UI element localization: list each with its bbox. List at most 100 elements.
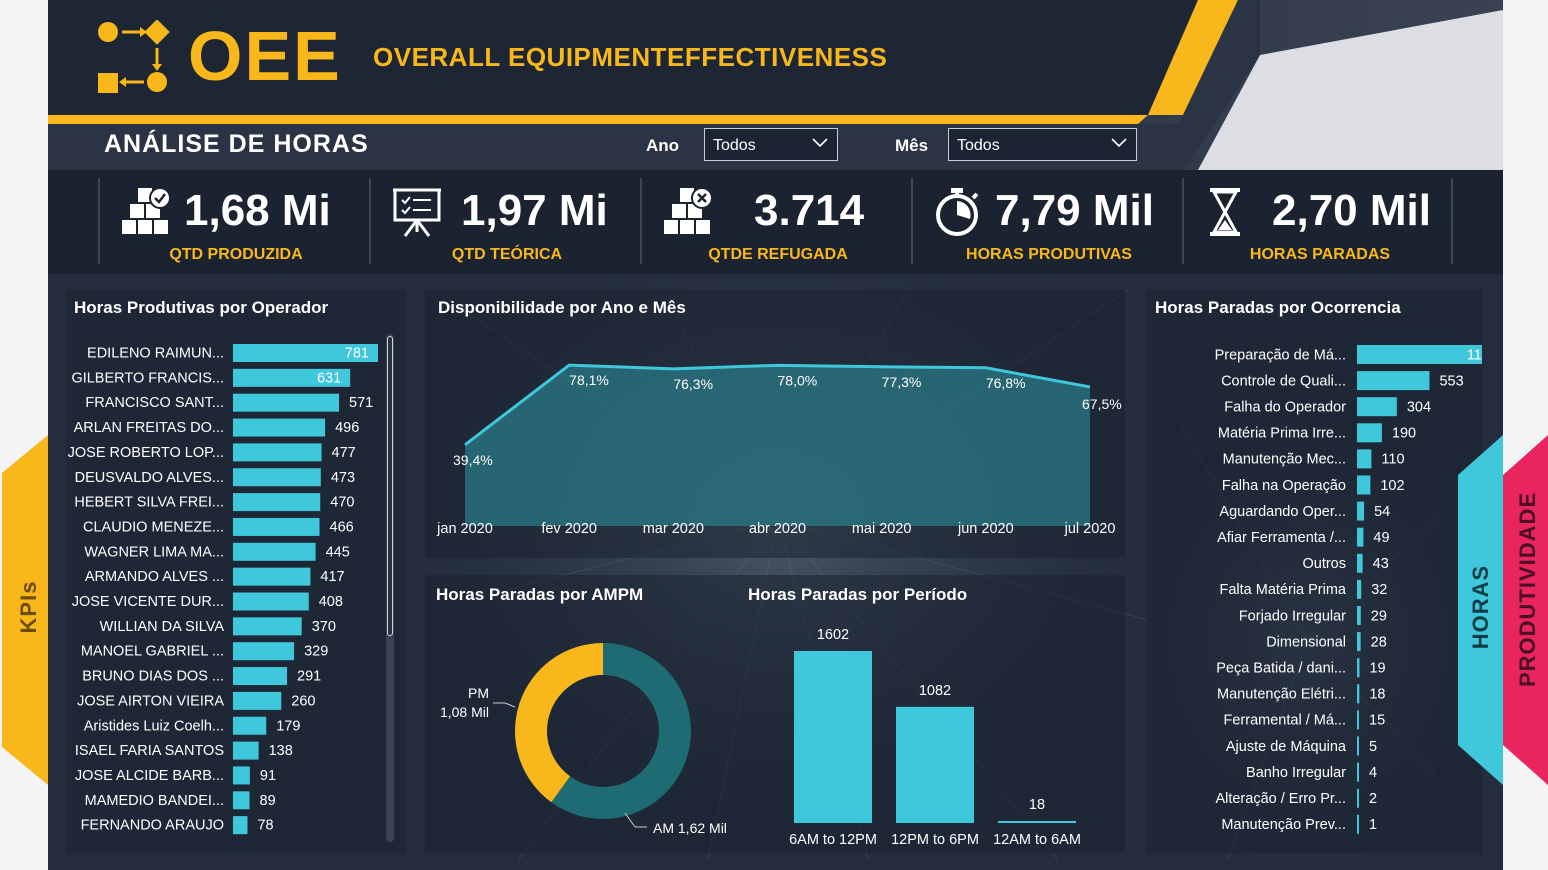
data-label: 32	[1371, 582, 1387, 598]
logo-title: OEE	[188, 17, 342, 95]
period-bar-chart: 1602 6AM to 12PM 1082 12PM to 6PM 18 12AM to …	[789, 627, 1081, 848]
category-label: Manutenção Mec...	[1223, 452, 1346, 468]
data-label: 18	[1369, 687, 1385, 703]
data-label: 329	[304, 644, 328, 660]
presentation-board-icon	[393, 188, 441, 237]
availability-chart: 39,4% 78,1% 76,3% 78,0% 77,3% 76,8% 67,5% jan 2…	[436, 363, 1122, 537]
kpi-separator	[369, 178, 371, 264]
category-label: Falha do Operador	[1224, 399, 1346, 415]
bar	[1357, 371, 1430, 391]
kpi-separator	[98, 178, 100, 264]
filter-ano-dropdown[interactable]: Todos	[704, 128, 838, 161]
horas-side-tab[interactable]	[1458, 435, 1503, 785]
availability-panel: Disponibilidade por Ano e Mês 39,4% 78,1%…	[425, 290, 1125, 558]
data-label: 78	[257, 818, 273, 834]
bar	[233, 517, 320, 536]
filter-mes-label: Mês	[895, 136, 929, 155]
area-fill	[465, 365, 1090, 526]
category-label: Ajuste de Máquina	[1226, 739, 1347, 755]
leader-line	[624, 812, 647, 828]
category-label: ARMANDO ALVES ...	[85, 569, 224, 585]
data-label: 78,0%	[778, 372, 818, 388]
data-label: 466	[330, 519, 354, 535]
category-label: Forjado Irregular	[1239, 608, 1346, 624]
bar	[1357, 632, 1361, 652]
bar	[1357, 736, 1359, 756]
x-tick-label: jun 2020	[957, 521, 1014, 537]
data-label: 5	[1369, 739, 1377, 755]
data-label: 470	[330, 495, 354, 511]
kpi-value: 2,70 Mil	[1272, 186, 1431, 235]
produtividade-side-tab[interactable]	[1503, 435, 1548, 785]
bar	[1357, 814, 1359, 834]
scrollbar-thumb[interactable]	[387, 336, 393, 636]
data-label: 15	[1369, 713, 1385, 729]
category-label: EDILENO RAIMUN...	[87, 346, 224, 362]
data-label: 138	[269, 743, 293, 759]
x-tick-label: abr 2020	[749, 521, 806, 537]
bar	[233, 791, 250, 810]
x-tick-label: 12AM to 6AM	[993, 832, 1081, 848]
bar	[1357, 606, 1361, 625]
bar	[233, 716, 267, 735]
data-label: 91	[260, 768, 276, 784]
bar	[794, 651, 872, 823]
category-label: Manutenção Elétri...	[1217, 687, 1346, 703]
operator-hours-chart: EDILENO RAIMUN... 781 GILBERTO FRANCIS... 6…	[68, 344, 378, 835]
bar	[1357, 658, 1360, 678]
category-label: JOSE VICENTE DUR...	[72, 594, 224, 610]
bar	[233, 642, 295, 661]
data-label: 2	[1369, 791, 1377, 807]
chart-title: Horas Paradas por AMPM	[436, 585, 644, 604]
data-label: 1145	[1467, 347, 1482, 363]
category-label: ISAEL FARIA SANTOS	[75, 743, 224, 759]
bar	[233, 617, 302, 636]
data-label: 19	[1369, 660, 1385, 676]
category-label: Dimensional	[1266, 634, 1346, 650]
chart-title: Disponibilidade por Ano e Mês	[438, 298, 686, 317]
data-label: 291	[297, 669, 321, 685]
category-label: Outros	[1302, 556, 1346, 572]
occurrence-panel: Horas Paradas por Ocorrencia Preparação …	[1146, 290, 1482, 853]
data-label: 304	[1407, 399, 1431, 415]
category-label: ARLAN FREITAS DO...	[74, 420, 224, 436]
slice-name-label: PM	[468, 685, 489, 701]
filter-mes-value: Todos	[957, 137, 1000, 154]
slice-label: AM 1,62 Mil	[653, 820, 727, 836]
bar	[1357, 710, 1359, 730]
category-label: GILBERTO FRANCIS...	[71, 370, 224, 386]
bar	[1357, 345, 1482, 364]
x-tick-label: jul 2020	[1064, 521, 1116, 537]
kpis-side-tab[interactable]	[0, 435, 48, 785]
data-label: 496	[335, 420, 359, 436]
donut-slice	[515, 643, 603, 803]
stopwatch-icon	[936, 188, 979, 236]
bar	[896, 706, 974, 823]
bar	[233, 418, 326, 437]
category-label: Afiar Ferramenta /...	[1217, 530, 1346, 546]
data-label: 408	[319, 594, 343, 610]
category-label: Ferramental / Má...	[1224, 713, 1346, 729]
data-label: 571	[349, 395, 373, 411]
oee-logo-icon	[98, 20, 170, 93]
data-label: 370	[312, 619, 336, 635]
category-label: Matéria Prima Irre...	[1218, 426, 1346, 442]
kpis-side-label: KPIs	[16, 580, 41, 634]
bar	[233, 393, 340, 412]
bar	[233, 592, 309, 611]
series-line	[464, 363, 1091, 447]
filter-mes-dropdown[interactable]: Todos	[948, 128, 1137, 161]
kpi-qtd-produzida: 1,68 Mi QTD PRODUZIDA	[100, 178, 372, 268]
kpi-label: HORAS PARADAS	[1249, 246, 1391, 263]
data-label: 260	[291, 693, 315, 709]
data-label: 110	[1381, 452, 1404, 468]
bar	[1357, 579, 1362, 599]
x-tick-label: 12PM to 6PM	[891, 832, 979, 848]
bar	[233, 542, 316, 561]
data-label: 4	[1369, 765, 1377, 781]
category-label: Falha na Operação	[1222, 478, 1346, 494]
occurrence-chart: Preparação de Má... 1145 Controle de Quali…	[1215, 345, 1482, 834]
category-label: Peça Batida / dani...	[1216, 660, 1346, 676]
ampm-donut-chart: PM 1,08 Mil AM 1,62 Mil	[440, 643, 727, 836]
